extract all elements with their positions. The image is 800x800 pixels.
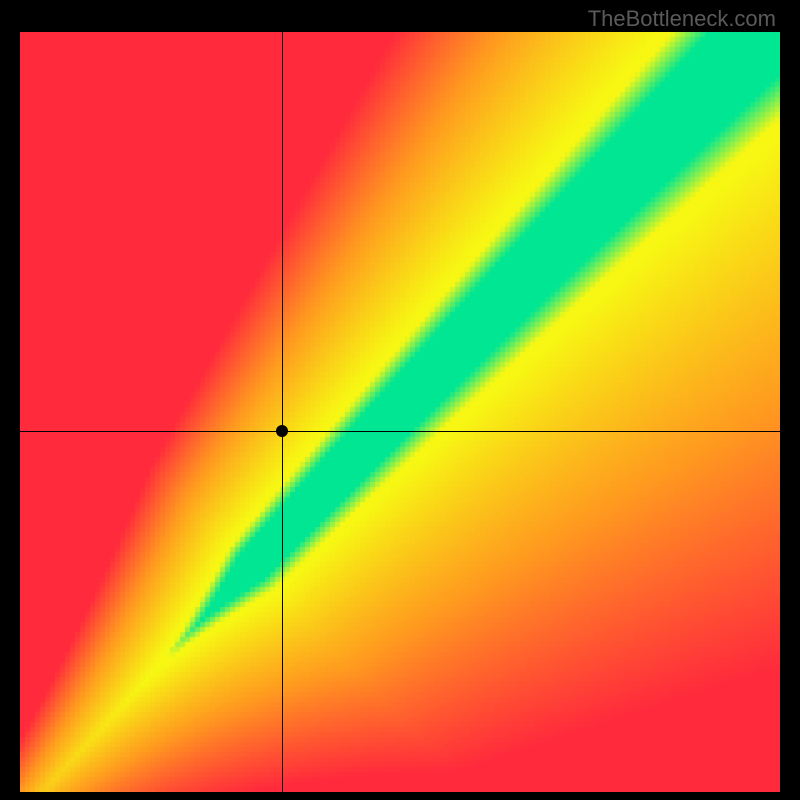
selection-marker [276,425,288,437]
watermark-text: TheBottleneck.com [588,6,776,32]
plot-frame [20,32,780,792]
crosshair-horizontal [20,431,780,432]
crosshair-vertical [282,32,283,792]
bottleneck-heatmap [20,32,780,792]
